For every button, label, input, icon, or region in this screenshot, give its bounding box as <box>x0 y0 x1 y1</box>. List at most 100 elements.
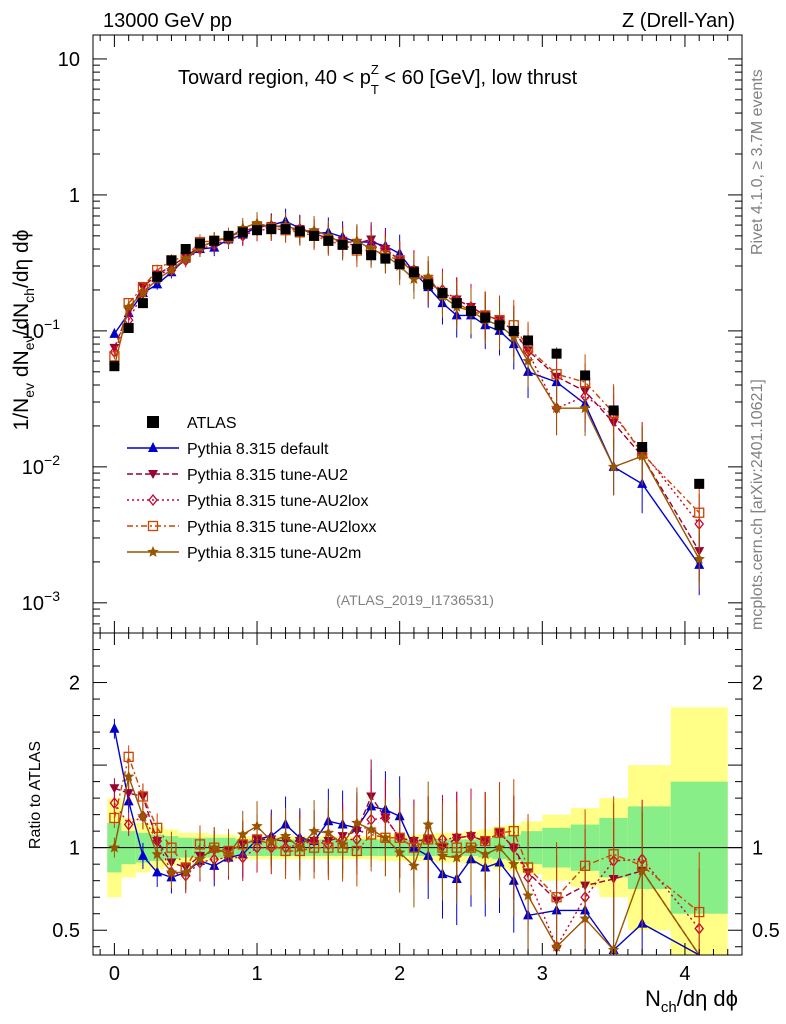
ratio-point <box>550 940 563 952</box>
y-tick-label: 1 <box>69 185 80 207</box>
y-tick-label: 10 <box>58 49 80 71</box>
atlas-point <box>380 253 391 264</box>
legend-item: Pythia 8.315 default <box>127 441 329 458</box>
atlas-point <box>266 224 277 235</box>
data-point <box>422 270 434 282</box>
ratio-point <box>479 848 491 860</box>
data-point <box>180 252 192 264</box>
ratio-point <box>109 812 120 824</box>
atlas-point <box>366 250 377 261</box>
legend-label: Pythia 8.315 tune-AU2 <box>187 467 348 484</box>
ratio-y-tick-label-right: 1 <box>752 838 763 860</box>
atlas-point <box>394 259 405 270</box>
ratio-point <box>365 823 377 835</box>
legend-label: Pythia 8.315 tune-AU2loxx <box>187 519 376 536</box>
svg-text:Toward region, 40 < pZT < 60 [: Toward region, 40 < pZ T < 60 [GeV], low … <box>178 62 578 97</box>
legend-label: Pythia 8.315 tune-AU2lox <box>187 493 368 510</box>
atlas-point <box>423 279 434 290</box>
atlas-point <box>309 230 320 241</box>
y-tick-label: 10−1 <box>22 316 60 343</box>
data-point <box>508 331 520 342</box>
mcplots-label: mcplots.cern.ch [arXiv:2401.10621] <box>749 379 766 630</box>
svg-text:Nch/dη dϕ: Nch/dη dϕ <box>645 986 738 1016</box>
data-point <box>123 300 135 312</box>
data-point <box>165 264 178 275</box>
data-point <box>693 553 705 564</box>
atlas-point <box>237 227 248 238</box>
atlas-point <box>551 348 562 359</box>
ratio-point <box>465 841 477 853</box>
ratio-point <box>451 851 463 863</box>
ratio-point <box>123 818 134 831</box>
atlas-point <box>637 441 648 452</box>
ratio-point <box>636 864 648 876</box>
ratio-point <box>336 838 349 850</box>
ratio-point <box>579 912 591 924</box>
atlas-point <box>209 235 220 246</box>
atlas-point <box>280 224 291 235</box>
ratio-point <box>108 841 121 853</box>
ratio-frame <box>92 632 743 956</box>
atlas-point <box>451 298 462 309</box>
atlas-point <box>194 238 205 249</box>
ratio-y-tick-label-right: 2 <box>752 673 763 695</box>
ratio-point <box>109 722 120 733</box>
series-atlas <box>109 224 705 489</box>
legend-label: Pythia 8.315 default <box>187 441 329 458</box>
atlas-point <box>523 335 534 346</box>
ratio-point <box>408 859 420 871</box>
ratio-point <box>152 866 163 877</box>
atlas-point <box>494 320 505 331</box>
ratio-point <box>208 841 220 853</box>
ratio-point <box>222 848 235 860</box>
data-point <box>351 234 363 246</box>
ratio-point <box>422 818 434 830</box>
data-point <box>522 355 534 366</box>
atlas-point <box>480 312 491 323</box>
atlas-point <box>408 267 419 278</box>
data-point <box>322 229 335 241</box>
ratio-point <box>151 848 163 860</box>
atlas-point <box>580 370 591 381</box>
atlas-point <box>252 225 263 236</box>
ratio-y-tick-label: 0.5 <box>52 920 80 942</box>
atlas-point <box>337 239 348 250</box>
ratio-point <box>152 822 163 834</box>
data-point <box>636 450 648 461</box>
header-left: 13000 GeV pp <box>103 10 232 32</box>
atlas-point <box>180 244 191 255</box>
atlas-point <box>508 325 519 336</box>
ratio-point <box>137 849 148 860</box>
legend-label: ATLAS <box>187 415 237 432</box>
atlas-point <box>323 235 334 246</box>
x-tick-label: 3 <box>537 963 548 985</box>
atlas-point <box>465 306 476 317</box>
ratio-point <box>308 825 320 836</box>
legend-item: Pythia 8.315 tune-AU2 <box>127 467 348 484</box>
x-tick-label: 4 <box>679 963 690 985</box>
legend-label: Pythia 8.315 tune-AU2m <box>187 545 361 562</box>
ratio-ylabel: Ratio to ATLAS <box>27 741 44 849</box>
atlas-point <box>223 230 234 241</box>
ratio-y-tick-label: 2 <box>69 673 80 695</box>
rivet-label: Rivet 4.1.0, ≥ 3.7M events <box>749 69 766 255</box>
ratio-point <box>251 820 263 832</box>
legend: ATLAS Pythia 8.315 default Pythia 8.315 tu… <box>127 415 376 562</box>
atlas-point <box>608 405 619 416</box>
plot-title: Toward region, 40 < pZ T < 60 [GeV], low … <box>178 62 578 97</box>
ratio-point <box>351 816 363 828</box>
atlas-point <box>109 361 120 372</box>
ratio-point <box>493 841 506 853</box>
ratio-point <box>237 828 249 840</box>
ratio-point <box>508 858 520 869</box>
ratio-y-tick-label: 1 <box>69 838 80 860</box>
atlas-point <box>294 226 305 237</box>
data-point <box>694 507 705 518</box>
ratio-point <box>394 846 406 858</box>
ratio-point <box>608 849 619 860</box>
legend-marker <box>147 520 159 532</box>
y-tick-label: 10−3 <box>22 588 60 615</box>
x-tick-label: 1 <box>251 963 262 985</box>
ratio-y-tick-label-right: 0.5 <box>752 920 780 942</box>
ratio-point <box>265 835 277 846</box>
